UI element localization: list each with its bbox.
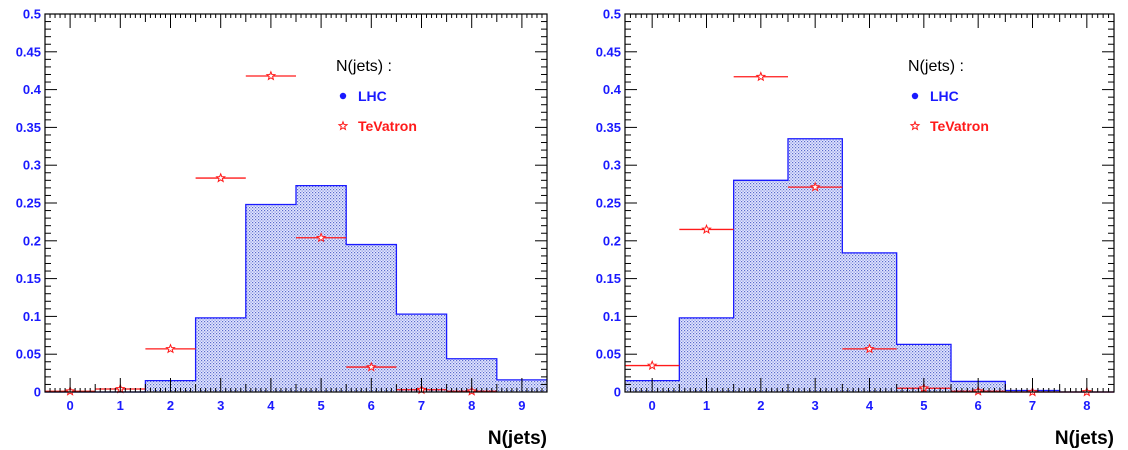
y-tick-label: 0.15 bbox=[596, 271, 621, 286]
x-tick-label: 6 bbox=[975, 398, 982, 413]
x-tick-label: 2 bbox=[757, 398, 764, 413]
lhc-histogram-outline bbox=[45, 184, 547, 393]
tevatron-point-3 bbox=[788, 181, 843, 192]
y-tick-label: 0.05 bbox=[16, 347, 41, 362]
x-tick-label: 4 bbox=[267, 398, 275, 413]
y-tick-label: 0.2 bbox=[603, 233, 621, 248]
star-icon bbox=[909, 120, 921, 131]
x-axis-title: N(jets) bbox=[1055, 428, 1114, 449]
x-tick-label: 5 bbox=[920, 398, 927, 413]
star-icon bbox=[265, 70, 277, 81]
tevatron-point-0 bbox=[625, 359, 680, 371]
y-tick-label: 0.35 bbox=[596, 120, 621, 135]
tevatron-point-2 bbox=[145, 343, 196, 354]
y-tick-label: 0.25 bbox=[596, 196, 621, 211]
y-tick-label: 0.4 bbox=[603, 82, 622, 97]
tevatron-point-2 bbox=[733, 71, 788, 82]
legend-tevatron-label: TeVatron bbox=[358, 118, 417, 134]
x-tick-label: 3 bbox=[812, 398, 819, 413]
tevatron-point-1 bbox=[679, 223, 734, 234]
star-icon bbox=[165, 343, 176, 354]
chart-panel-left: 0 0.05 0.1 0.15 0.2 0.25 0.3 0.35 0.4 0.45 0.5 0 1 2 3… bbox=[16, 7, 548, 449]
legend-title: N(jets) : bbox=[908, 58, 964, 75]
star-icon bbox=[755, 71, 767, 82]
lhc-histogram-fill bbox=[625, 138, 1114, 392]
lhc-bar-4 bbox=[246, 205, 296, 392]
x-tick-label: 5 bbox=[317, 398, 324, 413]
x-tick-label: 7 bbox=[418, 398, 425, 413]
tevatron-point-5 bbox=[296, 232, 347, 243]
lhc-bar-3 bbox=[788, 139, 842, 392]
y-tick-label: 0.45 bbox=[596, 44, 621, 59]
tevatron-point-4 bbox=[245, 70, 296, 81]
lhc-histogram-outline bbox=[625, 138, 1114, 393]
star-icon bbox=[365, 361, 377, 372]
chart-left: 0 0.05 0.1 0.15 0.2 0.25 0.3 0.35 0.4 0.45 0.5 0 1 2 3… bbox=[16, 7, 548, 449]
legend-tevatron-label: TeVatron bbox=[930, 118, 989, 134]
y-tick-label: 0.3 bbox=[603, 158, 621, 173]
x-tick-label: 1 bbox=[703, 398, 710, 413]
lhc-histogram-fill bbox=[45, 185, 547, 392]
x-tick-label: 6 bbox=[368, 398, 375, 413]
x-tick-label: 9 bbox=[518, 398, 525, 413]
lhc-bar-2 bbox=[734, 180, 788, 392]
y-tick-label: 0 bbox=[614, 385, 621, 400]
star-icon bbox=[646, 359, 658, 371]
legend-title: N(jets) : bbox=[336, 58, 392, 75]
x-tick-label: 7 bbox=[1029, 398, 1036, 413]
tevatron-point-4 bbox=[842, 343, 897, 354]
y-tick-label: 0.2 bbox=[23, 233, 41, 248]
y-tick-label: 0.15 bbox=[16, 271, 41, 286]
legend-lhc-label: LHC bbox=[930, 88, 959, 104]
y-tick-label: 0.4 bbox=[23, 82, 42, 97]
tevatron-point-3 bbox=[195, 172, 246, 183]
y-tick-label: 0.5 bbox=[603, 7, 621, 22]
chart-right: 0 0.05 0.1 0.15 0.2 0.25 0.3 0.35 0.4 0.45 0.5 0 1 2 3… bbox=[596, 7, 1115, 449]
y-tick-label: 0.1 bbox=[23, 309, 41, 324]
x-tick-label: 4 bbox=[866, 398, 874, 413]
x-tick-label: 1 bbox=[117, 398, 124, 413]
x-tick-label: 8 bbox=[468, 398, 475, 413]
y-tick-label: 0.5 bbox=[23, 7, 41, 22]
x-axis-title: N(jets) bbox=[488, 428, 547, 449]
x-tick-label: 3 bbox=[217, 398, 224, 413]
y-tick-label: 0.35 bbox=[16, 120, 41, 135]
y-tick-label: 0 bbox=[34, 385, 41, 400]
lhc-bar-5 bbox=[296, 186, 346, 392]
y-tick-label: 0.1 bbox=[603, 309, 621, 324]
legend-lhc-label: LHC bbox=[358, 88, 387, 104]
lhc-bar-4 bbox=[842, 253, 896, 392]
star-icon bbox=[809, 181, 821, 192]
star-icon bbox=[864, 343, 875, 354]
x-tick-label: 8 bbox=[1083, 398, 1090, 413]
star-icon bbox=[701, 223, 712, 234]
legend-lhc-marker bbox=[339, 92, 347, 100]
y-tick-label: 0.25 bbox=[16, 196, 41, 211]
star-icon bbox=[315, 232, 327, 243]
y-tick-label: 0.3 bbox=[23, 158, 41, 173]
y-tick-label: 0.45 bbox=[16, 44, 41, 59]
x-tick-label: 0 bbox=[649, 398, 656, 413]
star-icon bbox=[215, 172, 227, 183]
lhc-bar-6 bbox=[346, 245, 396, 392]
tevatron-point-6 bbox=[346, 361, 397, 372]
chart-panel-right: 0 0.05 0.1 0.15 0.2 0.25 0.3 0.35 0.4 0.45 0.5 0 1 2 3… bbox=[564, 0, 1128, 450]
x-tick-label: 0 bbox=[66, 398, 73, 413]
y-tick-label: 0.05 bbox=[596, 347, 621, 362]
legend-lhc-marker bbox=[911, 92, 919, 100]
x-tick-label: 2 bbox=[167, 398, 174, 413]
star-icon bbox=[337, 120, 349, 131]
